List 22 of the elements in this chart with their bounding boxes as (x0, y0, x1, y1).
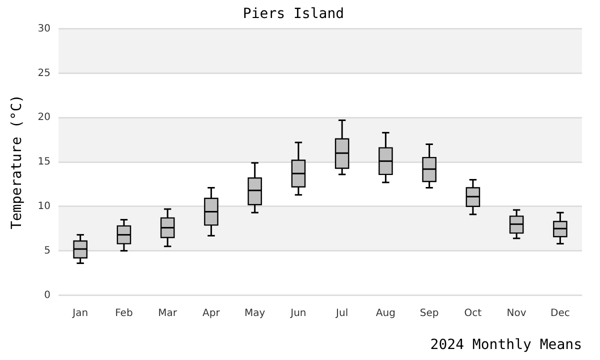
y-tick-label: 20 (38, 112, 51, 124)
x-tick-label: Jun (290, 308, 306, 319)
x-tick-label: Sep (420, 308, 439, 319)
x-tick-label: Feb (115, 308, 133, 319)
x-tick-label: Apr (202, 308, 221, 319)
x-tick-label: Nov (506, 308, 526, 319)
x-tick-label: Jul (335, 308, 348, 319)
chart-title: Piers Island (242, 6, 344, 22)
y-tick-label: 30 (38, 23, 51, 34)
y-axis-title: Temperature (°C) (9, 94, 26, 230)
x-tick-label: Jan (72, 308, 88, 319)
y-tick-label: 0 (44, 290, 51, 301)
y-tick-label: 25 (38, 68, 51, 79)
x-axis-title: 2024 Monthly Means (430, 337, 582, 354)
y-tick-label: 5 (44, 245, 51, 256)
x-tick-label: May (244, 308, 266, 319)
x-tick-label: Oct (464, 308, 482, 319)
x-tick-label: Aug (376, 308, 396, 319)
x-tick-label: Dec (550, 308, 570, 319)
x-tick-label: Mar (158, 308, 178, 319)
y-tick-label: 15 (38, 156, 51, 168)
y-tick-label: 10 (38, 200, 51, 212)
